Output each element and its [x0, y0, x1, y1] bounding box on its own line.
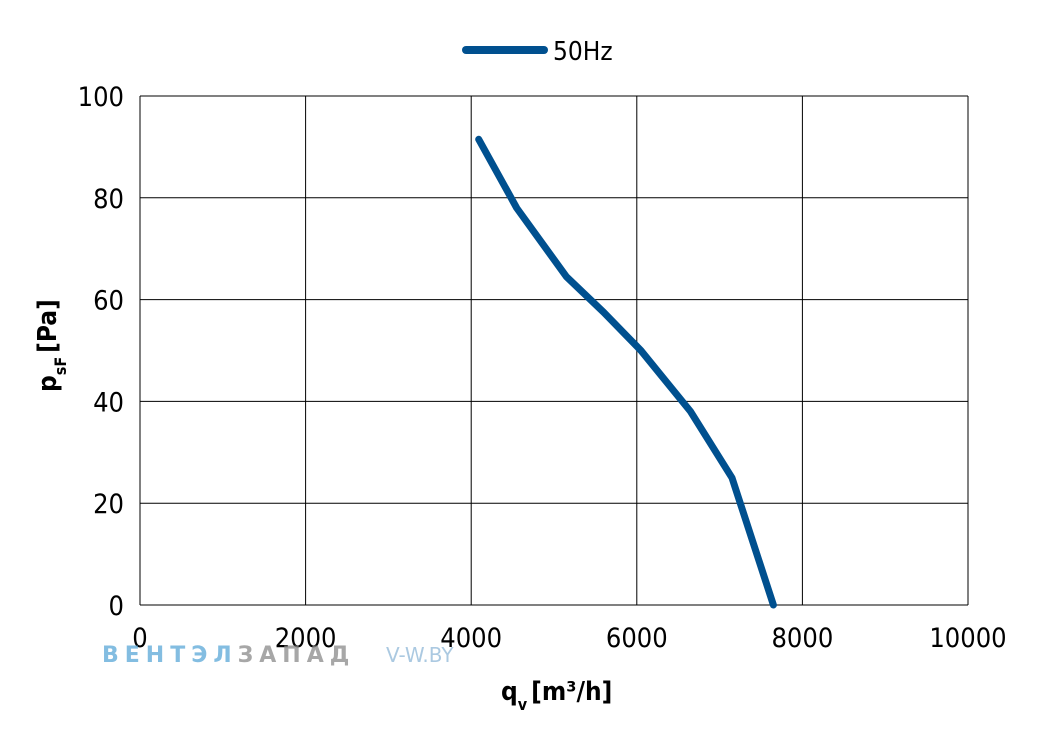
y-axis-title: psF [Pa]: [33, 299, 70, 392]
x-axis-unit: [m³/h]: [531, 677, 612, 707]
x-axis-subscript: v: [518, 695, 528, 714]
y-tick-label: 100: [78, 82, 124, 113]
x-tick-label: 2000: [275, 623, 337, 654]
x-tick-label: 10000: [929, 623, 1006, 654]
y-axis-symbol: p: [33, 375, 63, 392]
x-axis-title: qv [m³/h]: [501, 677, 612, 714]
x-tick-label: 0: [132, 623, 147, 654]
legend-label: 50Hz: [553, 37, 613, 67]
y-axis-subscript: sF: [51, 357, 70, 375]
watermark-brand-part1: ВЕНТЭЛ: [102, 643, 238, 668]
x-axis-symbol: q: [501, 677, 518, 707]
series-line-50hz: [475, 135, 777, 609]
y-axis-unit: [Pa]: [33, 299, 63, 353]
y-tick-label: 20: [93, 489, 124, 520]
x-tick-label: 8000: [771, 623, 833, 654]
y-tick-label: 40: [93, 387, 124, 418]
watermark-site: V-W.BY: [386, 643, 454, 667]
y-axis-ticks: 0 20 40 60 80 100: [78, 82, 124, 622]
legend: 50Hz: [462, 37, 613, 67]
watermark-brand: ВЕНТЭЛЗАПАД: [102, 643, 355, 668]
y-tick-label: 0: [109, 591, 124, 622]
y-tick-label: 60: [93, 286, 124, 317]
y-tick-label: 80: [93, 184, 124, 215]
x-tick-label: 4000: [440, 623, 502, 654]
x-tick-label: 6000: [606, 623, 668, 654]
series-layer: [475, 135, 777, 609]
watermark-brand-part2: ЗАПАД: [238, 643, 356, 668]
watermark: ВЕНТЭЛЗАПАД V-W.BY: [102, 643, 454, 668]
chart-grid: [139, 95, 969, 606]
x-axis-ticks: 0 2000 4000 6000 8000 10000: [132, 623, 1006, 654]
